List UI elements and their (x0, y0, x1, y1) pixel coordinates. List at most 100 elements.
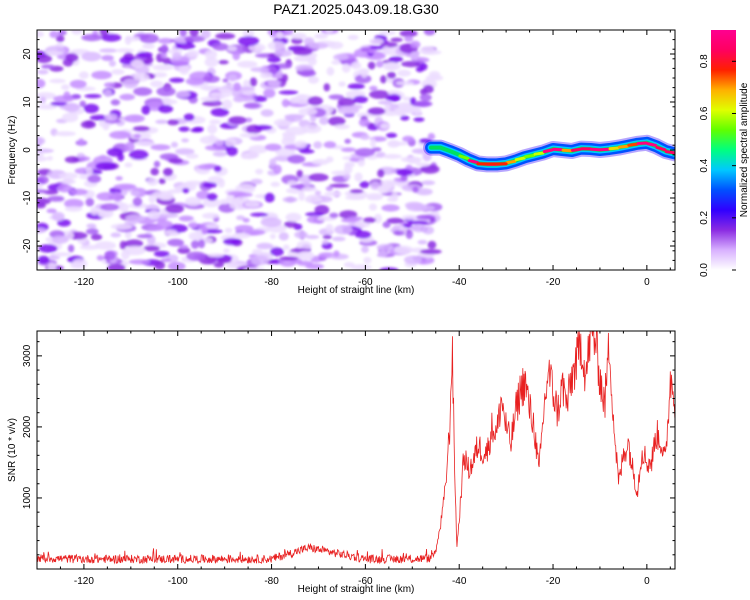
noise-blob (215, 32, 236, 40)
noise-blob (147, 209, 161, 220)
noise-blob (328, 94, 344, 100)
noise-blob (333, 53, 349, 61)
noise-blob (136, 234, 153, 239)
noise-blob (106, 147, 124, 157)
noise-blob (191, 240, 199, 249)
noise-blob (273, 164, 282, 175)
noise-blob (244, 201, 260, 208)
noise-blob (410, 51, 420, 60)
noise-blob (53, 95, 74, 103)
noise-blob (124, 35, 132, 45)
noise-blob (96, 255, 105, 261)
noise-blob (200, 30, 211, 39)
y-tick-label: -20 (22, 238, 33, 253)
x-tick-label: -60 (358, 576, 373, 587)
noise-blob (329, 183, 350, 188)
noise-blob (367, 61, 376, 70)
noise-blob (419, 138, 432, 144)
noise-blob (172, 52, 182, 61)
noise-blob (198, 163, 215, 170)
noise-blob (165, 204, 184, 214)
noise-blob (150, 167, 159, 176)
noise-blob (387, 141, 409, 146)
noise-blob (232, 232, 251, 239)
noise-blob (400, 115, 410, 121)
noise-blob (47, 262, 57, 270)
noise-blob (85, 167, 93, 176)
noise-blob (207, 253, 224, 258)
noise-blob (269, 158, 277, 168)
noise-blob (178, 244, 189, 249)
noise-blob (360, 69, 368, 78)
noise-blob (250, 212, 269, 217)
noise-blob (270, 181, 281, 187)
noise-blob (282, 133, 296, 142)
noise-blob (57, 184, 73, 193)
noise-blob (224, 227, 233, 234)
noise-blob (188, 231, 204, 241)
noise-blob (72, 258, 88, 269)
noise-blob (343, 262, 355, 268)
noise-blob (296, 260, 313, 266)
noise-blob (133, 141, 156, 146)
noise-blob (97, 210, 110, 218)
noise-blob (248, 145, 268, 154)
noise-blob (78, 156, 91, 162)
noise-blob (361, 245, 369, 253)
noise-blob (382, 46, 390, 55)
noise-blob (44, 51, 64, 56)
noise-blob (187, 222, 199, 229)
noise-blob (175, 90, 190, 98)
noise-blob (96, 192, 117, 201)
noise-blob (37, 255, 50, 264)
noise-blob (404, 35, 414, 43)
noise-blob (49, 78, 66, 84)
noise-blob (200, 96, 220, 102)
noise-blob (210, 108, 229, 117)
noise-blob (80, 120, 96, 129)
noise-blob (132, 197, 143, 207)
noise-blob (112, 192, 123, 202)
noise-blob (167, 189, 183, 194)
noise-blob (113, 183, 136, 190)
snr-y-axis-title: SNR (10 * v/v) (7, 418, 18, 482)
noise-blob (160, 52, 168, 59)
noise-blob (198, 239, 206, 249)
noise-blob (205, 223, 220, 229)
noise-blob (428, 71, 441, 79)
noise-blob (256, 242, 274, 250)
noise-blob (187, 50, 200, 58)
noise-blob (162, 167, 174, 177)
noise-blob (189, 30, 199, 37)
noise-blob (347, 34, 359, 41)
signal-peak (458, 154, 470, 160)
noise-blob (354, 74, 372, 84)
noise-blob (202, 198, 221, 208)
x-tick-label: -40 (452, 576, 467, 587)
noise-blob (178, 126, 190, 132)
noise-blob (385, 132, 398, 138)
noise-blob (381, 204, 400, 212)
signal-peak (505, 159, 517, 165)
noise-blob (156, 220, 173, 229)
noise-blob (332, 236, 346, 242)
noise-blob (296, 169, 303, 178)
noise-blob (290, 32, 307, 40)
noise-blob (305, 212, 324, 217)
noise-blob (228, 116, 247, 125)
noise-blob (146, 177, 159, 186)
noise-blob (125, 214, 146, 223)
noise-blob (37, 175, 49, 185)
colorbar-scale (711, 30, 736, 270)
noise-blob (301, 124, 322, 134)
x-tick-label: -20 (546, 576, 561, 587)
noise-blob (298, 191, 305, 201)
noise-blob (419, 88, 428, 96)
colorbar-tick-label: 0.8 (699, 54, 710, 68)
noise-blob (278, 232, 289, 241)
noise-blob (283, 30, 294, 36)
noise-blob (100, 203, 120, 211)
noise-blob (153, 250, 170, 258)
noise-blob (386, 217, 404, 224)
signal-peak (599, 147, 611, 152)
